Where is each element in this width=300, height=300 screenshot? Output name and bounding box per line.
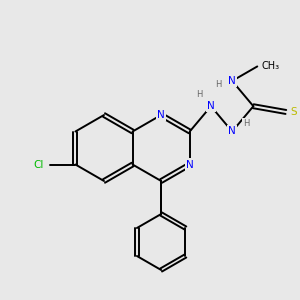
Text: CH₃: CH₃ [261,61,279,71]
Text: S: S [291,107,297,117]
Text: N: N [186,160,194,170]
Text: N: N [228,127,236,136]
Text: Cl: Cl [33,160,43,170]
Text: N: N [228,76,236,86]
Text: N: N [207,101,215,111]
Text: H: H [215,80,221,89]
Text: H: H [243,119,249,128]
Text: N: N [157,110,165,120]
Text: H: H [196,90,202,99]
